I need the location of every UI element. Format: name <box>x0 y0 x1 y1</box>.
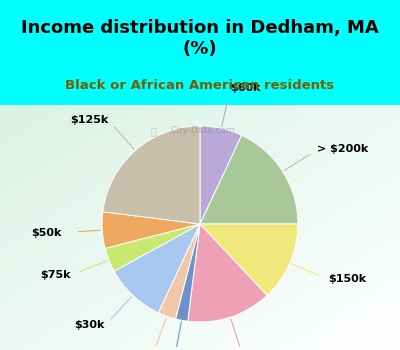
Text: $60k: $60k <box>230 83 261 93</box>
Text: $50k: $50k <box>31 228 61 238</box>
Text: $30k: $30k <box>74 321 105 330</box>
Wedge shape <box>105 224 200 271</box>
Text: Income distribution in Dedham, MA
(%): Income distribution in Dedham, MA (%) <box>21 19 379 58</box>
Text: $125k: $125k <box>70 114 108 125</box>
Wedge shape <box>102 212 200 248</box>
Wedge shape <box>176 224 200 321</box>
Text: Ⓜ: Ⓜ <box>151 126 157 136</box>
Wedge shape <box>188 224 267 322</box>
Wedge shape <box>200 126 242 224</box>
Wedge shape <box>200 135 298 224</box>
Wedge shape <box>200 224 298 295</box>
Wedge shape <box>103 126 200 224</box>
Text: $75k: $75k <box>40 270 71 280</box>
Wedge shape <box>114 224 200 313</box>
Wedge shape <box>158 224 200 319</box>
Text: > $200k: > $200k <box>318 145 369 154</box>
Text: $150k: $150k <box>328 274 366 284</box>
Text: Black or African American residents: Black or African American residents <box>66 79 334 92</box>
Text: City-Data.com: City-Data.com <box>170 126 235 135</box>
